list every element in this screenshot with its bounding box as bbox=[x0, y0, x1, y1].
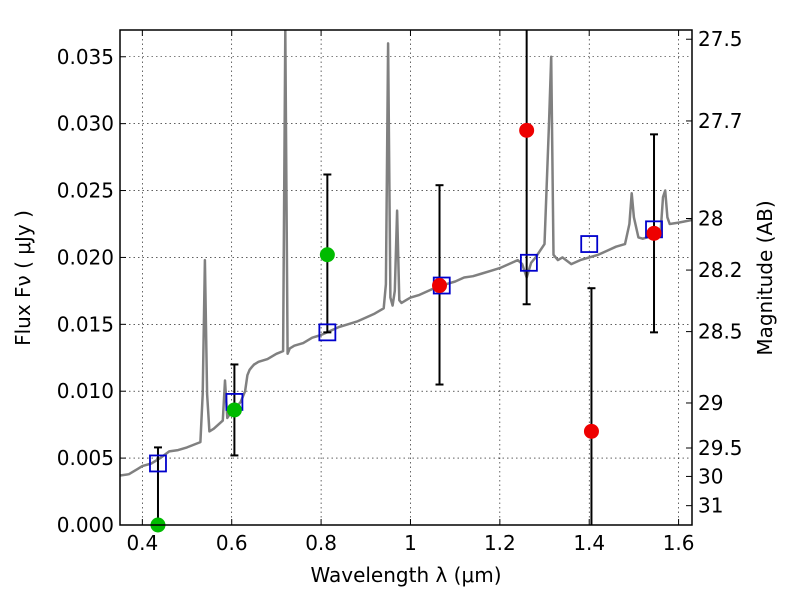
y-tick-label: 0.020 bbox=[57, 245, 114, 269]
y2-tick-label: 29.5 bbox=[698, 436, 743, 460]
y-tick-label: 0.010 bbox=[57, 379, 114, 403]
sed-curve bbox=[120, 30, 692, 477]
x-axis-label: Wavelength λ (μm) bbox=[310, 563, 501, 587]
y2-tick-label: 28.5 bbox=[698, 320, 743, 344]
sed-curve-layer bbox=[120, 30, 692, 477]
model-photometry-square bbox=[519, 253, 538, 272]
y2-tick-label: 31 bbox=[698, 494, 723, 518]
model-photometry-square bbox=[149, 454, 167, 473]
nondetection-point bbox=[432, 278, 448, 294]
errorbar-layer bbox=[153, 30, 659, 525]
nondetection-point bbox=[583, 423, 599, 439]
plot-frame bbox=[119, 29, 693, 526]
y2-axis-label: Magnitude (AB) bbox=[753, 200, 777, 355]
nondetection-point bbox=[646, 225, 662, 241]
y-axis-label: Flux Fν ( μJy ) bbox=[11, 210, 35, 346]
y-tick-label: 0.005 bbox=[57, 446, 114, 470]
y2-tick-label: 28.2 bbox=[698, 258, 743, 282]
model-photometry-square bbox=[580, 235, 599, 253]
x-tick-label: 1.4 bbox=[573, 531, 605, 555]
y-tick-label: 0.035 bbox=[57, 45, 114, 69]
model-photometry-square bbox=[318, 323, 337, 342]
marker-layer bbox=[149, 122, 663, 533]
y-tick-label: 0.000 bbox=[57, 513, 114, 537]
detection-point bbox=[319, 247, 335, 263]
x-tick-label: 1.2 bbox=[484, 531, 516, 555]
x-tick-label: 0.6 bbox=[216, 531, 248, 555]
nondetection-point bbox=[519, 122, 535, 138]
y2-tick-label: 27.5 bbox=[698, 27, 743, 51]
x-tick-label: 1 bbox=[404, 531, 417, 555]
x-tick-label: 1.6 bbox=[663, 531, 695, 555]
y-tick-label: 0.030 bbox=[57, 112, 114, 136]
detection-point bbox=[226, 402, 242, 418]
x-tick-label: 0.8 bbox=[305, 531, 337, 555]
y-tick-label: 0.015 bbox=[57, 312, 114, 336]
axis-ticks-layer: 0.4 0.6 0.8 1 1.2 1.4 1.6 0.000 0.005 0.010 0.015 0… bbox=[57, 27, 743, 555]
y-tick-label: 0.025 bbox=[57, 179, 114, 203]
grid-layer bbox=[120, 30, 692, 526]
y2-tick-label: 29 bbox=[698, 391, 723, 415]
y2-tick-label: 28 bbox=[698, 207, 723, 231]
y2-tick-label: 27.7 bbox=[698, 109, 743, 133]
y2-tick-label: 30 bbox=[698, 464, 723, 488]
x-tick-label: 0.4 bbox=[126, 531, 158, 555]
